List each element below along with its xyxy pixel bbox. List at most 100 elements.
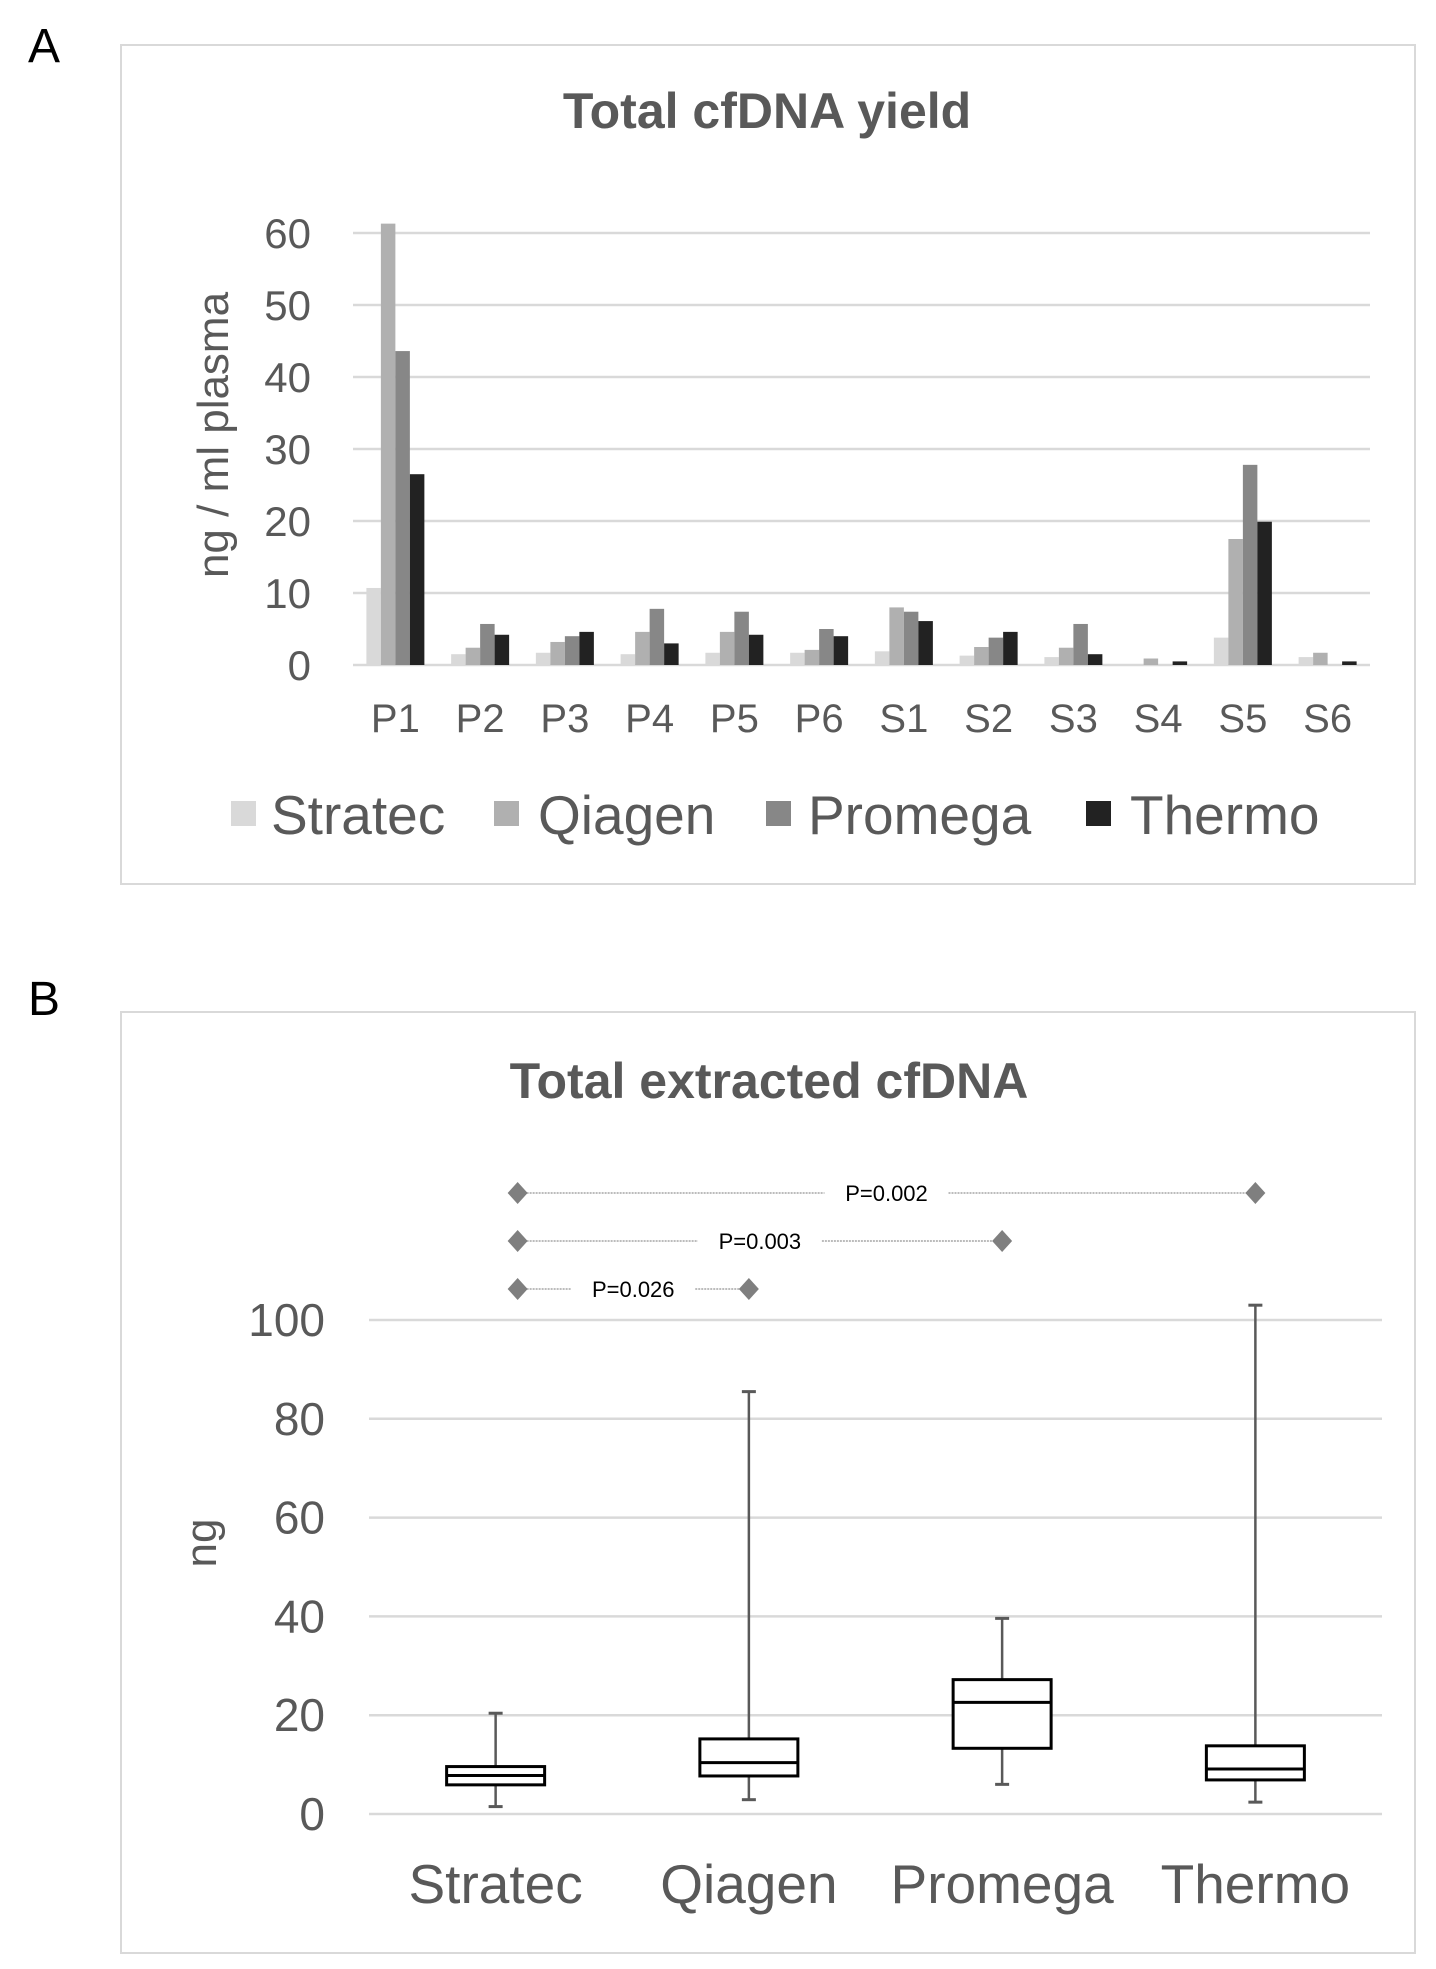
x-tick-label: Promega (891, 1853, 1115, 1915)
bar-promega-s2 (988, 637, 1004, 665)
bar-stratec-p6 (790, 652, 805, 665)
box-thermo (1204, 1744, 1306, 1782)
y-tick-label: 0 (288, 642, 311, 689)
bar-stratec-s5 (1213, 637, 1229, 665)
chart-b-ylabel: ng (177, 1519, 226, 1568)
box-qiagen (698, 1737, 800, 1778)
bar-thermo-s4 (1172, 661, 1188, 665)
legend-swatch-thermo (1086, 801, 1111, 826)
bar-promega-s1 (903, 611, 919, 665)
legend-label-qiagen: Qiagen (538, 784, 715, 846)
legend-label-stratec: Stratec (271, 784, 445, 846)
bar-qiagen-s5 (1228, 539, 1243, 665)
y-tick-label: 50 (264, 282, 311, 329)
bar-promega-p5 (734, 611, 749, 665)
bar-promega-p6 (819, 629, 834, 665)
panel-label-b: B (28, 973, 60, 1026)
legend-label-promega: Promega (808, 784, 1032, 846)
chart-b-frame (120, 1011, 1416, 1954)
y-tick-label: 60 (274, 1492, 325, 1544)
bar-stratec-p1 (366, 587, 381, 665)
x-tick-label: S2 (964, 697, 1013, 741)
chart-a-title: Total cfDNA yield (563, 83, 971, 139)
bar-promega-p4 (649, 608, 665, 665)
diamond-marker (992, 1230, 1013, 1252)
chart-a-frame (120, 44, 1416, 885)
bar-qiagen-s6 (1313, 652, 1328, 665)
box-promega (951, 1678, 1053, 1750)
x-tick-label: S1 (879, 697, 928, 741)
bar-promega-s5 (1242, 464, 1258, 665)
bar-qiagen-s4 (1143, 658, 1159, 665)
x-tick-label: Stratec (409, 1853, 583, 1915)
y-tick-label: 40 (274, 1590, 325, 1642)
bar-stratec-p2 (451, 654, 466, 665)
y-tick-label: 100 (248, 1294, 325, 1346)
x-tick-label: P5 (710, 697, 759, 741)
bar-thermo-p2 (494, 634, 510, 665)
bar-thermo-s5 (1257, 521, 1272, 665)
x-tick-label: P1 (371, 697, 420, 741)
bar-qiagen-p1 (380, 223, 396, 665)
x-tick-label: Qiagen (660, 1853, 837, 1915)
x-tick-label: S3 (1049, 697, 1098, 741)
bar-stratec-s2 (959, 655, 975, 665)
diamond-marker (738, 1278, 759, 1300)
bar-thermo-s1 (918, 621, 933, 665)
x-tick-label: P2 (456, 697, 505, 741)
x-tick-label: P4 (625, 697, 674, 741)
bar-thermo-s3 (1087, 654, 1103, 665)
bar-qiagen-s2 (974, 647, 989, 665)
x-tick-label: P3 (540, 697, 589, 741)
p-value-label: P=0.003 (719, 1229, 802, 1254)
diamond-marker (1245, 1182, 1266, 1204)
y-tick-label: 60 (264, 210, 311, 257)
y-tick-label: 10 (264, 570, 311, 617)
bar-stratec-s3 (1044, 657, 1059, 665)
diamond-marker (507, 1182, 528, 1204)
bar-stratec-p5 (705, 652, 720, 665)
bar-thermo-s2 (1003, 631, 1018, 665)
bar-promega-p2 (480, 623, 495, 665)
x-tick-label: S6 (1303, 697, 1352, 741)
diamond-marker (507, 1230, 528, 1252)
bar-thermo-s6 (1342, 661, 1357, 665)
panel-label-a: A (28, 20, 60, 73)
x-tick-label: P6 (795, 697, 844, 741)
bar-qiagen-s3 (1058, 647, 1074, 665)
bar-thermo-p3 (579, 631, 594, 665)
diamond-marker (507, 1278, 528, 1300)
legend-label-thermo: Thermo (1130, 784, 1320, 846)
y-tick-label: 20 (274, 1689, 325, 1741)
legend-swatch-qiagen (494, 801, 519, 826)
p-value-label: P=0.026 (592, 1277, 675, 1302)
x-tick-label: Thermo (1161, 1853, 1351, 1915)
bar-qiagen-p2 (465, 647, 481, 665)
bar-promega-s3 (1073, 623, 1088, 665)
y-tick-label: 30 (264, 426, 311, 473)
legend-swatch-stratec (231, 801, 256, 826)
bar-stratec-s1 (874, 651, 890, 665)
bar-qiagen-p4 (635, 631, 650, 665)
bar-stratec-p4 (620, 654, 636, 665)
chart-b-title: Total extracted cfDNA (510, 1053, 1029, 1109)
y-tick-label: 0 (299, 1788, 325, 1840)
p-value-label: P=0.002 (845, 1181, 928, 1206)
bar-thermo-p6 (833, 636, 849, 665)
bar-qiagen-p6 (804, 649, 820, 665)
chart-a-ylabel: ng / ml plasma (189, 291, 238, 578)
y-tick-label: 20 (264, 498, 311, 545)
legend-swatch-promega (766, 801, 791, 826)
bar-thermo-p4 (664, 643, 679, 665)
y-tick-label: 80 (274, 1393, 325, 1445)
bar-thermo-p1 (409, 474, 425, 665)
bar-qiagen-p5 (719, 631, 735, 665)
y-tick-label: 40 (264, 354, 311, 401)
bar-stratec-p3 (535, 652, 551, 665)
bar-thermo-p5 (748, 634, 764, 665)
bar-promega-p1 (395, 351, 410, 665)
x-tick-label: S4 (1134, 697, 1183, 741)
bar-stratec-s6 (1298, 657, 1314, 665)
bar-promega-p3 (564, 636, 580, 665)
